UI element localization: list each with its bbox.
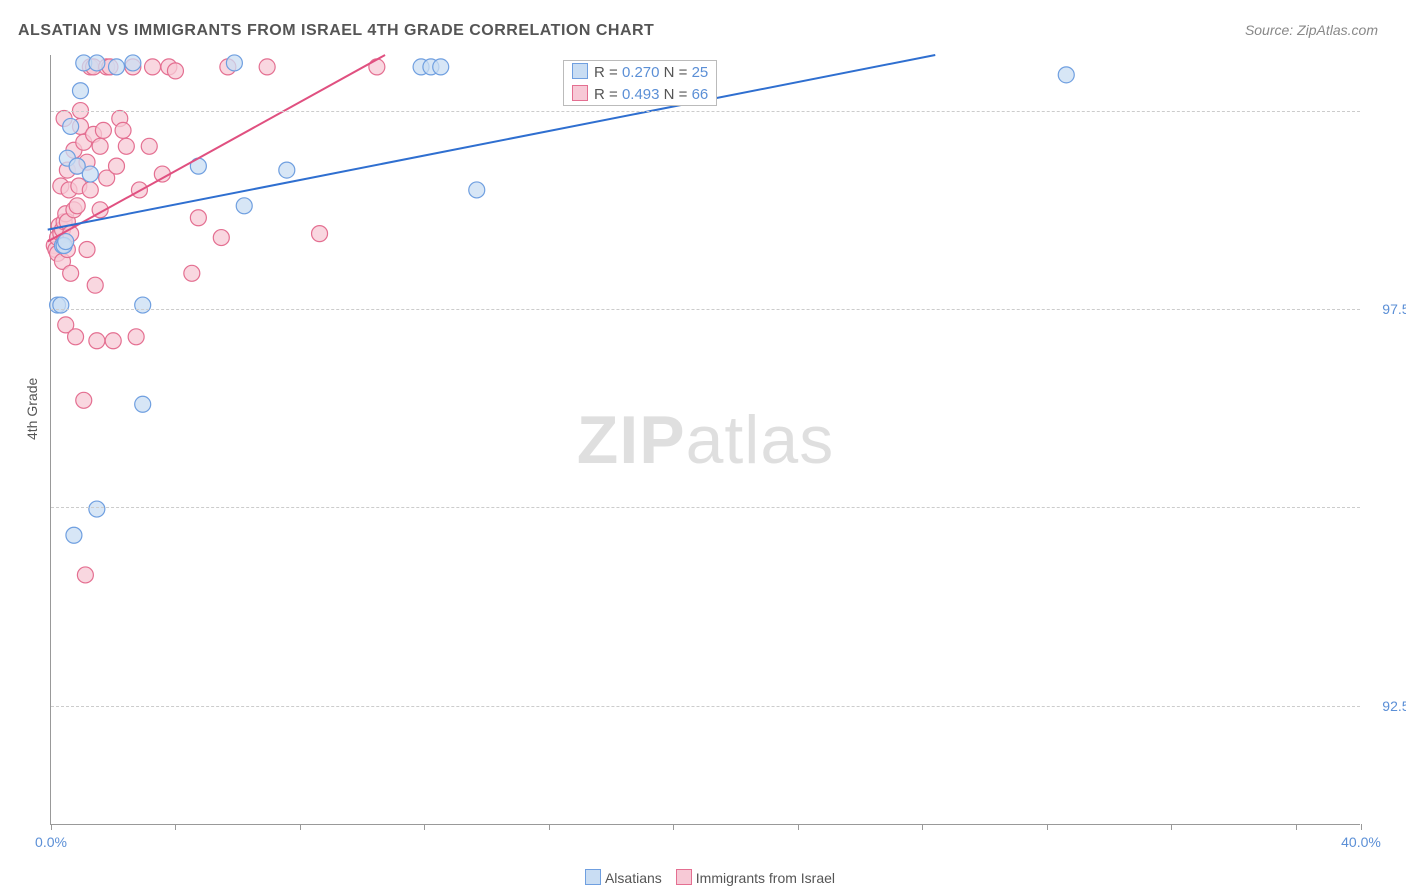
stat-n-label: N = xyxy=(659,86,691,103)
data-point-israel xyxy=(259,59,275,75)
gridline xyxy=(51,507,1360,508)
data-point-alsatians xyxy=(82,166,98,182)
data-point-israel xyxy=(128,329,144,345)
data-point-alsatians xyxy=(72,83,88,99)
data-point-israel xyxy=(190,210,206,226)
stat-n-value: 25 xyxy=(692,64,709,81)
stat-n-value: 66 xyxy=(692,86,709,103)
data-point-alsatians xyxy=(63,118,79,134)
legend-label: Alsatians xyxy=(605,870,662,886)
legend-label: Immigrants from Israel xyxy=(696,870,835,886)
x-tick xyxy=(175,824,176,830)
x-tick xyxy=(300,824,301,830)
data-point-alsatians xyxy=(58,234,74,250)
data-point-israel xyxy=(141,138,157,154)
chart-svg xyxy=(51,55,1360,824)
stat-r-value: 0.270 xyxy=(622,64,660,81)
data-point-alsatians xyxy=(89,55,105,71)
data-point-alsatians xyxy=(135,396,151,412)
plot-area: ZIPatlas R = 0.270 N = 25R = 0.493 N = 6… xyxy=(50,55,1360,825)
gridline xyxy=(51,111,1360,112)
x-tick xyxy=(1047,824,1048,830)
data-point-israel xyxy=(89,333,105,349)
stat-r-value: 0.493 xyxy=(622,86,660,103)
data-point-israel xyxy=(68,329,84,345)
data-point-alsatians xyxy=(89,501,105,517)
data-point-israel xyxy=(105,333,121,349)
data-point-alsatians xyxy=(66,527,82,543)
legend-swatch xyxy=(585,869,601,885)
chart-source: Source: ZipAtlas.com xyxy=(1245,22,1378,38)
y-axis-title: 4th Grade xyxy=(24,378,40,440)
data-point-israel xyxy=(69,198,85,214)
data-point-israel xyxy=(109,158,125,174)
data-point-israel xyxy=(115,122,131,138)
x-tick xyxy=(549,824,550,830)
data-point-israel xyxy=(213,230,229,246)
stat-r-label: R = xyxy=(594,64,622,81)
gridline xyxy=(51,309,1360,310)
data-point-israel xyxy=(77,567,93,583)
data-point-alsatians xyxy=(135,297,151,313)
data-point-alsatians xyxy=(109,59,125,75)
x-tick xyxy=(798,824,799,830)
trend-line-alsatians xyxy=(48,55,936,230)
swatch-israel xyxy=(572,85,588,101)
x-tick xyxy=(424,824,425,830)
data-point-israel xyxy=(167,63,183,79)
legend-swatch xyxy=(676,869,692,885)
data-point-alsatians xyxy=(469,182,485,198)
swatch-alsatians xyxy=(572,63,588,79)
x-tick xyxy=(1171,824,1172,830)
bottom-legend: Alsatians Immigrants from Israel xyxy=(0,869,1406,886)
data-point-israel xyxy=(369,59,385,75)
data-point-alsatians xyxy=(53,297,69,313)
data-point-israel xyxy=(82,182,98,198)
stat-r-label: R = xyxy=(594,86,622,103)
data-point-israel xyxy=(92,138,108,154)
stats-legend: R = 0.270 N = 25R = 0.493 N = 66 xyxy=(563,60,717,106)
data-point-israel xyxy=(63,265,79,281)
stat-n-label: N = xyxy=(659,64,691,81)
chart-title: ALSATIAN VS IMMIGRANTS FROM ISRAEL 4TH G… xyxy=(18,22,654,40)
data-point-israel xyxy=(79,241,95,257)
data-point-israel xyxy=(95,122,111,138)
data-point-israel xyxy=(184,265,200,281)
data-point-alsatians xyxy=(279,162,295,178)
x-tick xyxy=(673,824,674,830)
data-point-israel xyxy=(145,59,161,75)
data-point-alsatians xyxy=(1058,67,1074,83)
y-tick-label: 92.5% xyxy=(1366,698,1406,714)
gridline xyxy=(51,706,1360,707)
data-point-israel xyxy=(87,277,103,293)
data-point-israel xyxy=(76,392,92,408)
data-point-alsatians xyxy=(226,55,242,71)
stats-row-alsatians: R = 0.270 N = 25 xyxy=(564,61,716,83)
x-tick xyxy=(922,824,923,830)
stats-row-israel: R = 0.493 N = 66 xyxy=(564,83,716,105)
y-tick-label: 97.5% xyxy=(1366,301,1406,317)
data-point-alsatians xyxy=(433,59,449,75)
x-tick xyxy=(1361,824,1362,830)
data-point-israel xyxy=(312,226,328,242)
data-point-alsatians xyxy=(236,198,252,214)
x-tick xyxy=(1296,824,1297,830)
x-tick-label: 0.0% xyxy=(35,834,67,850)
data-point-israel xyxy=(118,138,134,154)
x-tick-label: 40.0% xyxy=(1341,834,1381,850)
x-tick xyxy=(51,824,52,830)
data-point-alsatians xyxy=(125,55,141,71)
chart-container: ALSATIAN VS IMMIGRANTS FROM ISRAEL 4TH G… xyxy=(0,0,1406,892)
